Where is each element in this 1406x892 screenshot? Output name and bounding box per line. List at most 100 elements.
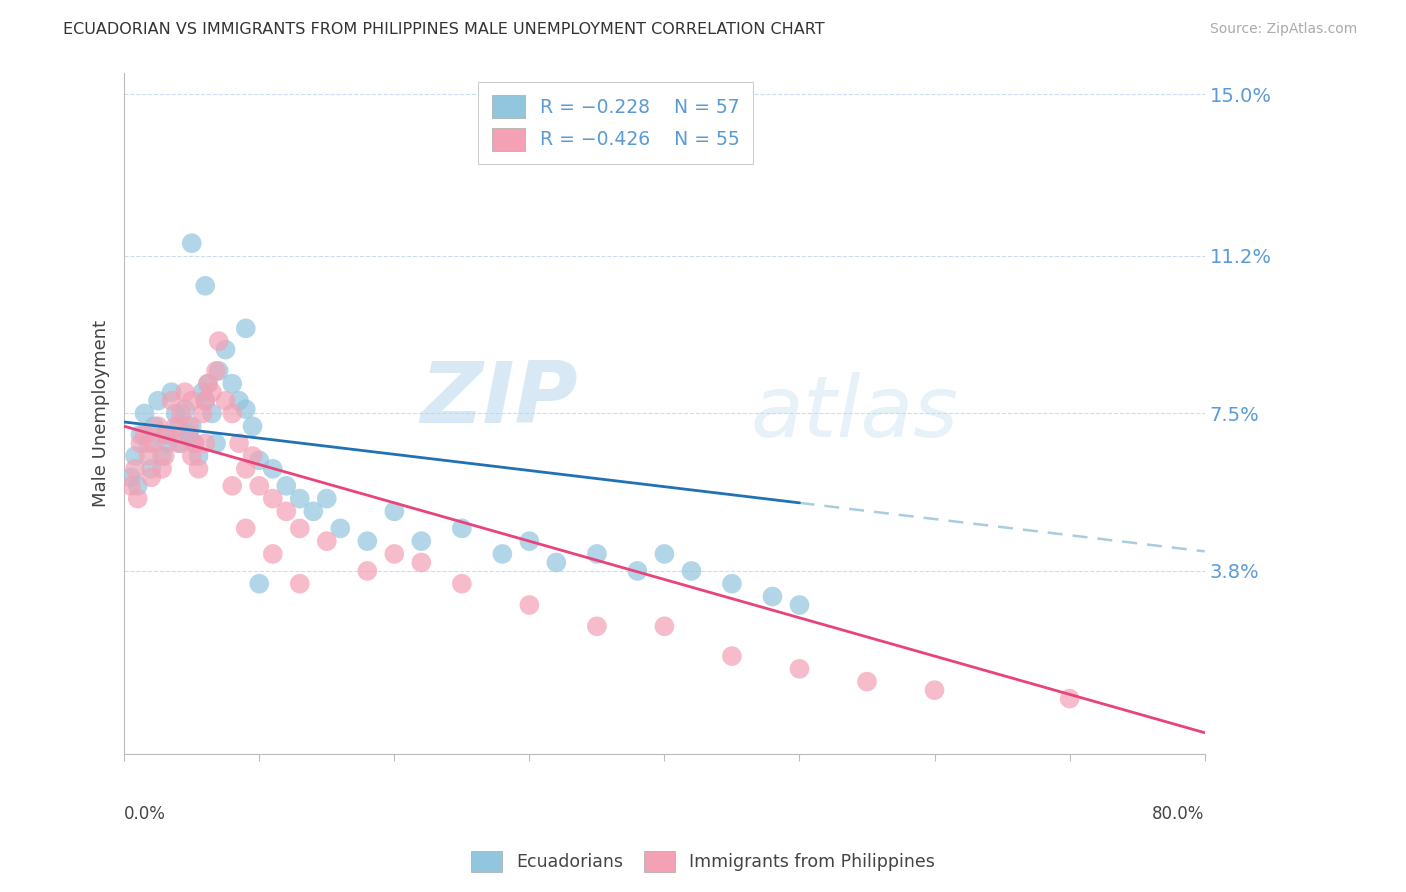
Point xyxy=(235,402,257,417)
Point xyxy=(170,407,193,421)
Point xyxy=(276,479,298,493)
Point xyxy=(201,407,224,421)
Point xyxy=(721,649,744,664)
Point xyxy=(519,534,541,549)
Point xyxy=(187,462,209,476)
Point xyxy=(208,334,231,348)
Point xyxy=(197,376,219,391)
Point xyxy=(167,436,190,450)
Point xyxy=(262,462,284,476)
Point xyxy=(761,590,783,604)
Point xyxy=(191,407,214,421)
Point xyxy=(721,576,744,591)
Point xyxy=(356,534,378,549)
Text: Source: ZipAtlas.com: Source: ZipAtlas.com xyxy=(1209,22,1357,37)
Point xyxy=(382,504,405,518)
Point xyxy=(197,376,219,391)
Point xyxy=(221,376,243,391)
Point xyxy=(654,619,676,633)
Point xyxy=(288,491,311,506)
Point xyxy=(302,504,325,518)
Point xyxy=(450,576,472,591)
Point xyxy=(228,436,250,450)
Point xyxy=(177,427,200,442)
Point xyxy=(138,449,160,463)
Point xyxy=(856,674,879,689)
Point xyxy=(180,393,202,408)
Y-axis label: Male Unemployment: Male Unemployment xyxy=(93,320,110,507)
Point xyxy=(1059,691,1081,706)
Point xyxy=(228,393,250,408)
Point xyxy=(165,407,187,421)
Point xyxy=(315,534,337,549)
Point xyxy=(129,436,152,450)
Point xyxy=(214,393,236,408)
Point xyxy=(262,491,284,506)
Point xyxy=(411,534,433,549)
Point xyxy=(789,598,811,612)
Point xyxy=(208,364,231,378)
Point xyxy=(382,547,405,561)
Point xyxy=(586,547,609,561)
Point xyxy=(174,402,197,417)
Point xyxy=(262,547,284,561)
Point xyxy=(626,564,648,578)
Point xyxy=(247,453,270,467)
Legend: R = −0.228    N = 57, R = −0.426    N = 55: R = −0.228 N = 57, R = −0.426 N = 55 xyxy=(478,82,754,164)
Point xyxy=(191,385,214,400)
Point xyxy=(654,547,676,561)
Point xyxy=(124,462,146,476)
Point xyxy=(411,556,433,570)
Point xyxy=(221,407,243,421)
Point xyxy=(214,343,236,357)
Point xyxy=(235,321,257,335)
Point xyxy=(160,393,183,408)
Point xyxy=(150,449,173,463)
Point xyxy=(142,436,165,450)
Point xyxy=(247,576,270,591)
Point xyxy=(329,521,352,535)
Point xyxy=(124,449,146,463)
Point xyxy=(288,576,311,591)
Point xyxy=(170,436,193,450)
Point xyxy=(177,419,200,434)
Text: ECUADORIAN VS IMMIGRANTS FROM PHILIPPINES MALE UNEMPLOYMENT CORRELATION CHART: ECUADORIAN VS IMMIGRANTS FROM PHILIPPINE… xyxy=(63,22,825,37)
Point xyxy=(156,436,179,450)
Point xyxy=(315,491,337,506)
Point xyxy=(183,436,205,450)
Point xyxy=(180,449,202,463)
Point xyxy=(142,419,165,434)
Point xyxy=(180,419,202,434)
Point xyxy=(519,598,541,612)
Point xyxy=(146,419,169,434)
Point xyxy=(242,419,264,434)
Point xyxy=(789,662,811,676)
Point xyxy=(134,407,156,421)
Point xyxy=(127,491,149,506)
Point xyxy=(221,479,243,493)
Text: atlas: atlas xyxy=(751,372,959,455)
Point xyxy=(150,462,173,476)
Point xyxy=(205,436,228,450)
Point xyxy=(276,504,298,518)
Point xyxy=(288,521,311,535)
Point xyxy=(129,427,152,442)
Point xyxy=(187,449,209,463)
Point xyxy=(194,278,217,293)
Point xyxy=(146,393,169,408)
Point xyxy=(141,462,163,476)
Point xyxy=(167,419,190,434)
Text: ZIP: ZIP xyxy=(420,359,578,442)
Text: 0.0%: 0.0% xyxy=(124,805,166,823)
Point xyxy=(924,683,946,698)
Point xyxy=(153,449,176,463)
Point xyxy=(205,364,228,378)
Point xyxy=(450,521,472,535)
Point xyxy=(165,419,187,434)
Point xyxy=(681,564,703,578)
Point xyxy=(235,521,257,535)
Point xyxy=(120,470,142,484)
Point xyxy=(546,556,568,570)
Point xyxy=(183,436,205,450)
Point xyxy=(194,393,217,408)
